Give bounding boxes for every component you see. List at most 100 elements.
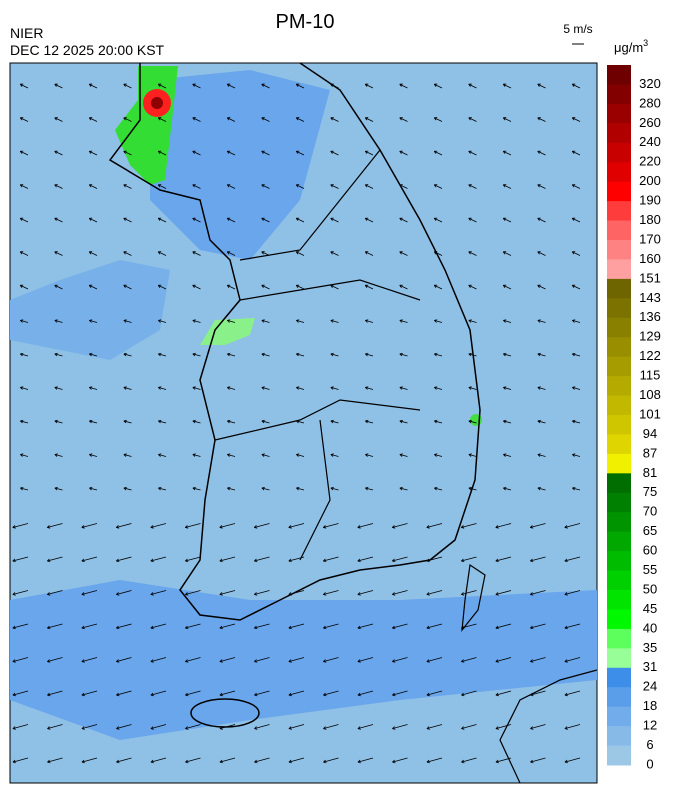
wind-arrow: [288, 623, 305, 629]
wind-arrow-head: [20, 319, 24, 323]
wind-arrow-head: [227, 319, 231, 323]
wind-arrow-head: [399, 419, 403, 424]
wind-arrow: [54, 487, 63, 491]
wind-arrow-head: [150, 692, 154, 697]
wind-arrow: [503, 487, 512, 491]
wind-arrow-head: [226, 284, 231, 288]
wind-arrow: [296, 353, 305, 357]
wind-arrow: [330, 217, 339, 223]
wind-arrow: [89, 117, 98, 122]
wind-arrow: [254, 757, 270, 763]
wind-arrow-head: [330, 251, 334, 255]
wind-arrow: [530, 523, 546, 528]
wind-arrow: [185, 590, 201, 595]
wind-arrow: [261, 83, 270, 89]
wind-arrow-head: [357, 592, 361, 596]
legend-label: 136: [639, 309, 661, 324]
wind-arrow-head: [192, 217, 196, 221]
legend-label: 65: [643, 523, 657, 538]
legend-label: 81: [643, 465, 657, 480]
wind-arrow: [185, 523, 201, 528]
wind-arrow-head: [192, 352, 196, 357]
legend-label: 45: [643, 601, 657, 616]
wind-arrow-head: [392, 592, 396, 596]
wind-arrow-head: [261, 486, 265, 491]
legend-swatch: [607, 570, 631, 591]
legend-label: 18: [643, 698, 657, 713]
wind-arrow: [219, 690, 236, 696]
wind-arrows: [12, 83, 581, 764]
wind-arrow: [54, 353, 63, 357]
wind-arrow: [564, 690, 581, 696]
wind-arrow-head: [54, 150, 58, 154]
wind-arrow-head: [572, 453, 576, 457]
legend-swatch: [607, 453, 631, 474]
wind-arrow-head: [564, 659, 568, 663]
legend-swatch: [607, 337, 631, 358]
wind-arrow: [89, 420, 98, 424]
wind-arrow-head: [564, 726, 568, 730]
wind-arrow-head: [461, 692, 465, 697]
wind-arrow: [572, 184, 581, 189]
wind-arrow-head: [81, 726, 85, 730]
wind-arrow-head: [184, 525, 189, 529]
wind-arrow: [537, 487, 546, 491]
wind-arrow: [572, 217, 581, 223]
wind-arrow-head: [261, 184, 265, 188]
wind-arrow-head: [54, 453, 58, 457]
wind-arrow: [89, 184, 98, 189]
legend-swatch: [607, 628, 631, 649]
wind-arrow-head: [571, 251, 576, 255]
wind-arrow-head: [227, 352, 231, 357]
wind-arrow: [468, 83, 477, 89]
wind-arrow-head: [295, 184, 300, 188]
wind-arrow-head: [261, 453, 265, 457]
wind-arrow-head: [185, 625, 189, 630]
wind-arrow: [158, 83, 167, 89]
wind-arrow: [330, 387, 339, 390]
wind-arrow-head: [81, 759, 85, 764]
wind-arrow-head: [530, 592, 534, 596]
wind-arrow: [392, 623, 408, 629]
wind-arrow-head: [468, 319, 472, 323]
wind-arrow-head: [495, 759, 499, 764]
wind-arrow: [116, 657, 132, 662]
wind-arrow-head: [537, 453, 541, 457]
wind-arrow-head: [150, 659, 154, 663]
wind-arrow-head: [227, 486, 231, 491]
wind-arrow-head: [158, 319, 162, 323]
wind-arrow-head: [392, 659, 396, 663]
wind-arrow: [81, 657, 98, 662]
wind-arrow-head: [20, 386, 24, 390]
wind-arrow-head: [254, 592, 258, 596]
wind-arrow-head: [502, 284, 507, 288]
wind-arrow-head: [537, 117, 541, 121]
wind-arrow-head: [364, 83, 369, 87]
wind-arrow-head: [399, 251, 403, 255]
wind-arrow: [296, 454, 305, 457]
wind-arrow: [468, 320, 477, 323]
wind-arrow: [47, 724, 63, 730]
wind-arrow-head: [426, 726, 430, 730]
wind-arrow-head: [254, 558, 258, 563]
wind-arrow-head: [88, 217, 93, 221]
wind-arrow: [20, 487, 29, 491]
wind-arrow: [123, 353, 132, 357]
island: [461, 563, 486, 632]
wind-arrow-head: [192, 117, 196, 121]
wind-arrow: [572, 320, 581, 323]
unit: μg/m3: [614, 38, 648, 55]
wind-arrow: [564, 757, 581, 763]
wind-arrow: [185, 724, 201, 730]
wind-arrow: [357, 690, 374, 696]
wind-arrow-head: [529, 525, 534, 529]
wind-arrow: [357, 757, 374, 763]
wind-arrow: [123, 454, 132, 457]
wind-arrow: [537, 117, 546, 122]
wind-arrow: [399, 117, 408, 122]
wind-arrow-head: [495, 625, 499, 630]
wind-arrow: [330, 150, 339, 156]
wind-arrow: [537, 387, 546, 390]
wind-arrow-head: [89, 486, 93, 491]
wind-arrow-head: [295, 83, 300, 87]
